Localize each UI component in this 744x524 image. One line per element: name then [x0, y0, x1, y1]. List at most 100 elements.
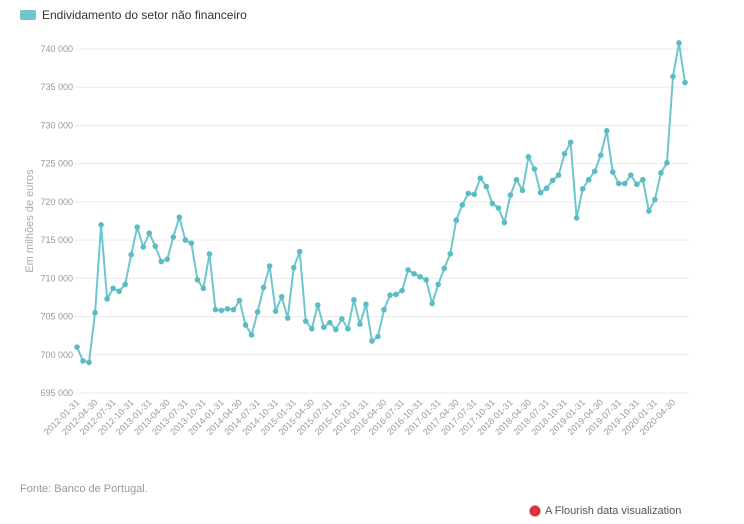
data-point[interactable]: [339, 316, 345, 322]
data-point[interactable]: [417, 274, 423, 280]
data-point[interactable]: [333, 326, 339, 333]
data-point[interactable]: [254, 309, 261, 315]
data-point[interactable]: [74, 344, 80, 350]
data-point[interactable]: [381, 306, 387, 313]
data-point[interactable]: [260, 284, 267, 291]
data-point[interactable]: [519, 187, 526, 194]
data-point[interactable]: [609, 169, 616, 175]
data-point[interactable]: [296, 248, 303, 255]
data-point[interactable]: [646, 208, 652, 214]
data-point[interactable]: [411, 270, 417, 277]
data-point[interactable]: [585, 176, 592, 183]
data-point[interactable]: [290, 264, 297, 271]
data-point[interactable]: [489, 200, 496, 207]
data-point[interactable]: [459, 202, 466, 208]
data-point[interactable]: [561, 150, 568, 157]
data-point[interactable]: [212, 306, 219, 313]
data-point[interactable]: [447, 251, 454, 257]
data-point[interactable]: [284, 315, 291, 321]
data-point[interactable]: [615, 180, 622, 187]
data-point[interactable]: [471, 191, 478, 198]
data-point[interactable]: [597, 152, 604, 159]
data-point[interactable]: [507, 192, 514, 198]
data-point[interactable]: [652, 196, 658, 203]
data-point[interactable]: [501, 219, 508, 226]
data-point[interactable]: [218, 307, 225, 314]
data-point[interactable]: [321, 324, 327, 331]
data-point[interactable]: [302, 318, 309, 324]
data-point[interactable]: [567, 139, 574, 146]
data-point[interactable]: [200, 285, 207, 292]
data-point[interactable]: [387, 292, 393, 298]
data-point[interactable]: [122, 281, 128, 288]
data-point[interactable]: [266, 263, 273, 269]
data-point[interactable]: [579, 186, 586, 192]
data-point[interactable]: [670, 73, 676, 80]
data-point[interactable]: [543, 185, 550, 191]
data-point[interactable]: [465, 190, 472, 197]
data-point[interactable]: [513, 176, 520, 183]
data-point[interactable]: [640, 176, 646, 183]
data-point[interactable]: [104, 296, 110, 302]
data-point[interactable]: [92, 309, 98, 316]
data-point[interactable]: [308, 325, 315, 332]
data-point[interactable]: [676, 40, 682, 46]
data-point[interactable]: [327, 319, 333, 326]
data-point[interactable]: [230, 306, 237, 313]
data-point[interactable]: [134, 224, 140, 230]
data-point[interactable]: [429, 300, 435, 307]
data-point[interactable]: [278, 293, 285, 300]
data-point[interactable]: [591, 168, 598, 175]
data-point[interactable]: [369, 338, 375, 344]
data-point[interactable]: [164, 256, 171, 263]
data-point[interactable]: [682, 79, 688, 86]
legend[interactable]: Endividamento do setor não financeiro: [20, 8, 247, 22]
data-point[interactable]: [206, 251, 213, 257]
data-point[interactable]: [453, 217, 460, 224]
data-point[interactable]: [152, 243, 159, 250]
data-point[interactable]: [435, 281, 441, 288]
data-point[interactable]: [363, 301, 369, 308]
data-point[interactable]: [477, 175, 484, 181]
data-point[interactable]: [345, 325, 351, 332]
data-point[interactable]: [483, 183, 490, 190]
data-point[interactable]: [634, 181, 640, 188]
data-point[interactable]: [658, 170, 664, 176]
data-point[interactable]: [537, 189, 544, 196]
data-point[interactable]: [405, 267, 411, 273]
data-point[interactable]: [393, 291, 399, 298]
data-point[interactable]: [86, 359, 92, 366]
data-point[interactable]: [622, 180, 628, 187]
data-point[interactable]: [146, 230, 153, 237]
data-point[interactable]: [423, 277, 429, 283]
data-point[interactable]: [399, 287, 405, 294]
data-point[interactable]: [441, 265, 448, 272]
data-point[interactable]: [194, 277, 201, 283]
data-point[interactable]: [248, 332, 255, 338]
data-point[interactable]: [351, 296, 357, 303]
data-point[interactable]: [555, 172, 562, 178]
data-point[interactable]: [525, 153, 532, 160]
data-point[interactable]: [603, 127, 610, 134]
data-point[interactable]: [170, 234, 177, 240]
data-point[interactable]: [664, 160, 670, 166]
data-point[interactable]: [80, 358, 86, 364]
data-point[interactable]: [224, 306, 231, 312]
data-point[interactable]: [98, 222, 104, 228]
data-point[interactable]: [140, 244, 147, 250]
data-point[interactable]: [314, 302, 321, 308]
data-point[interactable]: [357, 321, 363, 328]
data-point[interactable]: [549, 177, 556, 184]
data-point[interactable]: [375, 333, 381, 340]
data-point[interactable]: [628, 172, 634, 178]
data-point[interactable]: [272, 308, 279, 315]
data-point[interactable]: [573, 215, 580, 221]
data-point[interactable]: [128, 251, 134, 258]
data-point[interactable]: [242, 322, 249, 328]
data-point[interactable]: [158, 258, 165, 265]
data-point[interactable]: [531, 166, 538, 172]
data-point[interactable]: [182, 237, 189, 243]
flourish-credit[interactable]: A Flourish data visualization: [530, 505, 681, 517]
data-point[interactable]: [495, 205, 502, 211]
data-point[interactable]: [110, 285, 116, 292]
